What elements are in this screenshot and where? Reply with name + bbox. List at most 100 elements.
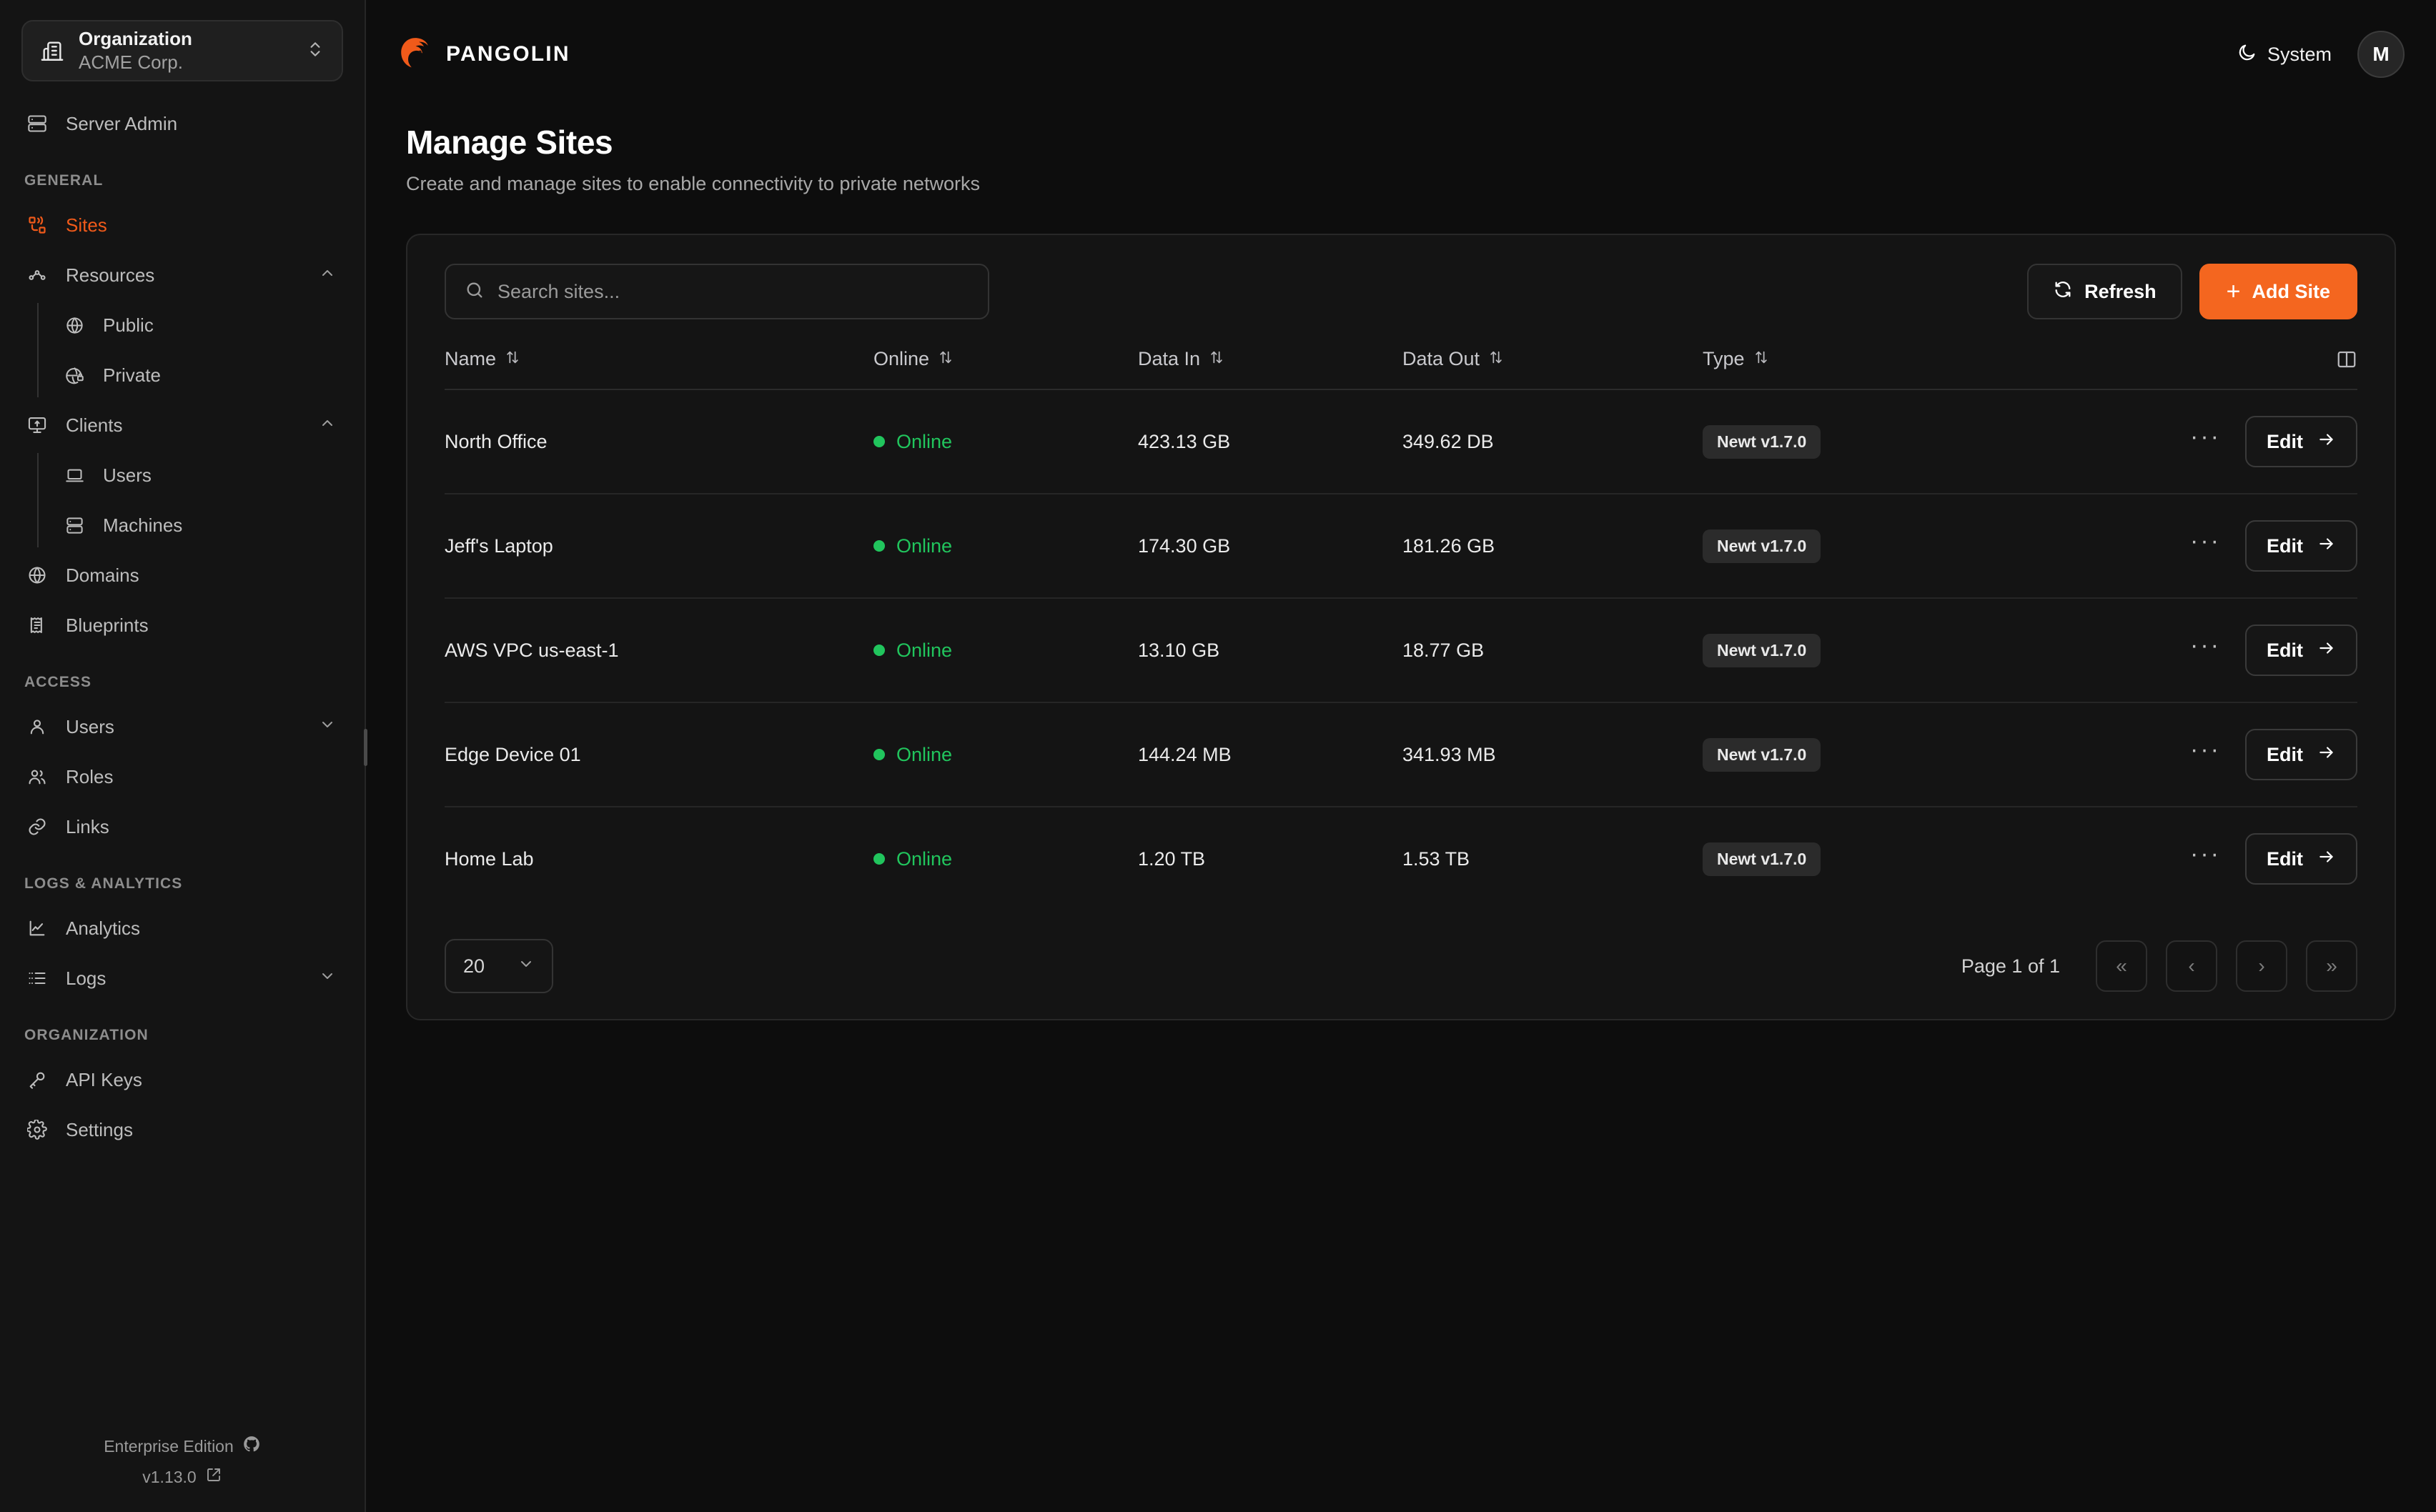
column-header-data-out[interactable]: Data Out [1402,348,1703,390]
refresh-label: Refresh [2084,280,2157,302]
sidebar-item-domains[interactable]: Domains [0,550,365,600]
refresh-button[interactable]: Refresh [2027,264,2182,319]
sidebar-group-access: ACCESS [24,674,92,690]
status-label: Online [896,534,953,557]
edit-button[interactable]: Edit [2245,833,2357,885]
version-link[interactable]: v1.13.0 [142,1466,222,1488]
row-menu-button[interactable]: ··· [2190,632,2221,659]
status-dot [873,749,885,761]
sidebar-item-analytics[interactable]: Analytics [0,903,365,953]
type-badge: Newt v1.7.0 [1703,529,1821,563]
type-badge: Newt v1.7.0 [1703,737,1821,772]
avatar[interactable]: M [2357,31,2405,78]
sidebar-item-label: Clients [66,414,123,436]
sidebar-item-api-keys[interactable]: API Keys [0,1055,365,1105]
first-page-button[interactable]: « [2096,940,2147,992]
edit-button[interactable]: Edit [2245,416,2357,467]
main-content: PANGOLIN System M Manage Sites Creat [366,0,2436,1512]
sidebar-item-label: Roles [66,765,114,787]
sidebar-item-resources[interactable]: Resources [0,250,365,300]
column-header-type[interactable]: Type [1703,348,2046,390]
gear-icon [24,1120,50,1140]
sidebar-item-links[interactable]: Links [0,802,365,852]
table-row[interactable]: AWS VPC us-east-1 Online 13.10 GB 18.77 … [445,598,2357,703]
sidebar-nav: Server Admin GENERAL Sites [0,99,365,1435]
prev-page-button[interactable]: ‹ [2166,940,2217,992]
cell-name: Home Lab [445,847,534,870]
sidebar-item-users[interactable]: Users [0,702,365,752]
page-size-select[interactable]: 20 [445,939,553,993]
sites-icon [24,215,50,235]
edit-button[interactable]: Edit [2245,625,2357,676]
column-label: Data In [1138,348,1201,369]
status-dot [873,645,885,657]
edit-button[interactable]: Edit [2245,520,2357,572]
row-menu-button[interactable]: ··· [2190,527,2221,554]
chevron-down-icon [319,716,336,738]
table-row[interactable]: Edge Device 01 Online 144.24 MB 341.93 M… [445,702,2357,807]
sidebar-item-label: Server Admin [66,112,178,134]
last-page-button[interactable]: » [2306,940,2357,992]
status-label: Online [896,847,953,870]
edit-button[interactable]: Edit [2245,729,2357,780]
table-row[interactable]: Home Lab Online 1.20 TB 1.53 TB Newt v1.… [445,807,2357,910]
building-icon [40,39,64,63]
arrow-right-icon [2317,847,2336,871]
receipt-icon [24,615,50,635]
sidebar-item-sites[interactable]: Sites [0,200,365,250]
sidebar-item-client-users[interactable]: Users [37,450,365,500]
column-settings-icon[interactable] [2046,349,2357,370]
cell-online: Online [873,389,1138,494]
sidebar-item-roles[interactable]: Roles [0,752,365,802]
cell-type: Newt v1.7.0 [1703,494,2046,599]
search-input[interactable] [497,280,969,303]
sidebar-item-logs[interactable]: Logs [0,953,365,1003]
edition-link[interactable]: Enterprise Edition [104,1435,261,1458]
sidebar-item-label: Analytics [66,917,141,939]
sidebar-subnav-clients: Users Machines [37,450,365,550]
type-badge: Newt v1.7.0 [1703,842,1821,876]
sidebar-item-public[interactable]: Public [37,300,365,350]
server-icon [61,516,87,535]
cell-type: Newt v1.7.0 [1703,389,2046,494]
edit-label: Edit [2267,743,2303,765]
sidebar-item-machines[interactable]: Machines [37,500,365,550]
link-icon [24,817,50,837]
row-menu-button[interactable]: ··· [2190,423,2221,450]
sidebar-item-label: Blueprints [66,614,149,636]
status-label: Online [896,743,953,765]
theme-toggle[interactable]: System [2237,42,2332,67]
column-header-data-in[interactable]: Data In [1138,348,1402,390]
sidebar-item-settings[interactable]: Settings [0,1105,365,1155]
row-menu-button[interactable]: ··· [2190,840,2221,867]
brand[interactable]: PANGOLIN [397,35,570,74]
table-row[interactable]: Jeff's Laptop Online 174.30 GB 181.26 GB… [445,494,2357,599]
globe-lock-icon [61,366,87,385]
org-switcher[interactable]: Organization ACME Corp. [21,20,343,81]
cell-name: AWS VPC us-east-1 [445,598,873,703]
sidebar-group-organization: ORGANIZATION [24,1027,149,1043]
column-header-name[interactable]: Name [445,348,873,390]
toolbar-actions: Refresh + Add Site [2027,264,2357,319]
sidebar-item-label: Resources [66,264,155,286]
column-header-online[interactable]: Online [873,348,1138,390]
table-header-row: Name Online [445,348,2357,390]
sidebar-item-label: Machines [103,514,183,536]
sidebar-item-server-admin[interactable]: Server Admin [0,99,365,149]
search-box[interactable] [445,264,989,319]
next-page-button[interactable]: › [2236,940,2287,992]
sidebar-item-blueprints[interactable]: Blueprints [0,600,365,650]
cell-name: Edge Device 01 [445,702,873,807]
users-icon [24,767,50,787]
column-label: Name [445,348,497,369]
add-site-button[interactable]: + Add Site [2199,264,2357,319]
sidebar-item-clients[interactable]: Clients [0,400,365,450]
status-label: Online [896,639,953,661]
sidebar-item-label: Sites [66,214,107,236]
sidebar-item-label: API Keys [66,1068,142,1090]
table-row[interactable]: North Office Online 423.13 GB 349.62 DB … [445,389,2357,494]
cell-actions: ··· Edit [2046,494,2357,599]
sidebar-item-private[interactable]: Private [37,350,365,400]
row-menu-button[interactable]: ··· [2190,736,2221,763]
sidebar-resize-handle[interactable] [364,729,367,766]
